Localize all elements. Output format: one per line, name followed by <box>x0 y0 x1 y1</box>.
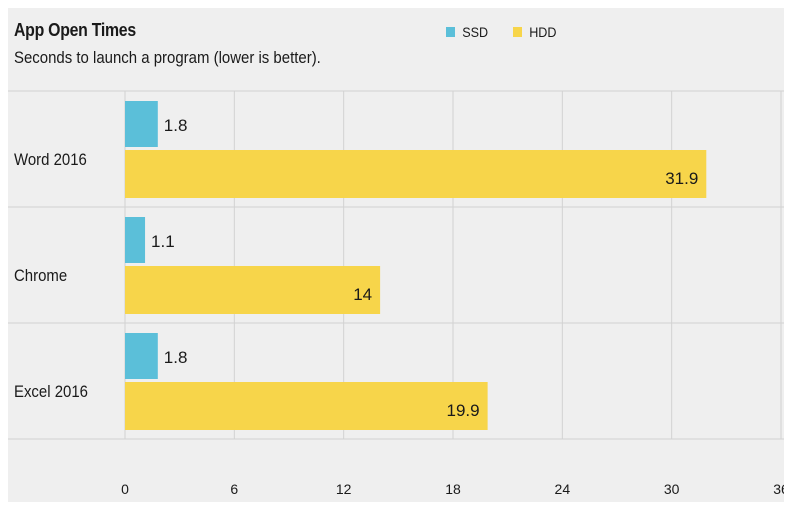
data-label-hdd: 19.9 <box>447 401 480 420</box>
category-label: Excel 2016 <box>14 383 88 401</box>
chart-title: App Open Times <box>14 20 136 40</box>
x-tick-label: 12 <box>336 481 352 497</box>
bar-ssd <box>125 333 158 379</box>
data-label-ssd: 1.8 <box>164 116 188 135</box>
bar-hdd <box>125 382 488 430</box>
data-label-ssd: 1.8 <box>164 348 188 367</box>
bar-hdd <box>125 150 707 198</box>
x-tick-label: 18 <box>445 481 461 497</box>
category-label: Word 2016 <box>14 151 87 169</box>
x-tick-label: 30 <box>664 481 680 497</box>
x-tick-label: 0 <box>121 481 129 497</box>
legend-item-ssd: SSD <box>446 24 488 40</box>
legend-item-hdd: HDD <box>513 24 557 40</box>
legend-swatch-hdd <box>513 27 522 37</box>
data-label-hdd: 31.9 <box>665 169 698 188</box>
bar-chart: Word 2016 1.8 31.9 Chrome 1.1 14 Excel 2016 1.8… <box>8 90 784 497</box>
legend-label-ssd: SSD <box>462 24 489 40</box>
bar-ssd <box>125 217 146 263</box>
bar-ssd <box>125 101 158 147</box>
legend-swatch-ssd <box>446 27 455 37</box>
chart-subtitle: Seconds to launch a program (lower is be… <box>14 48 321 67</box>
legend-label-hdd: HDD <box>529 24 557 40</box>
data-label-ssd: 1.1 <box>151 232 175 251</box>
chart-panel: App Open Times Seconds to launch a progr… <box>8 8 784 502</box>
x-tick-label: 36 <box>773 481 784 497</box>
category-label: Chrome <box>14 267 67 285</box>
bar-hdd <box>125 266 381 314</box>
data-label-hdd: 14 <box>353 285 372 304</box>
x-tick-label: 24 <box>555 481 571 497</box>
x-tick-label: 6 <box>230 481 238 497</box>
